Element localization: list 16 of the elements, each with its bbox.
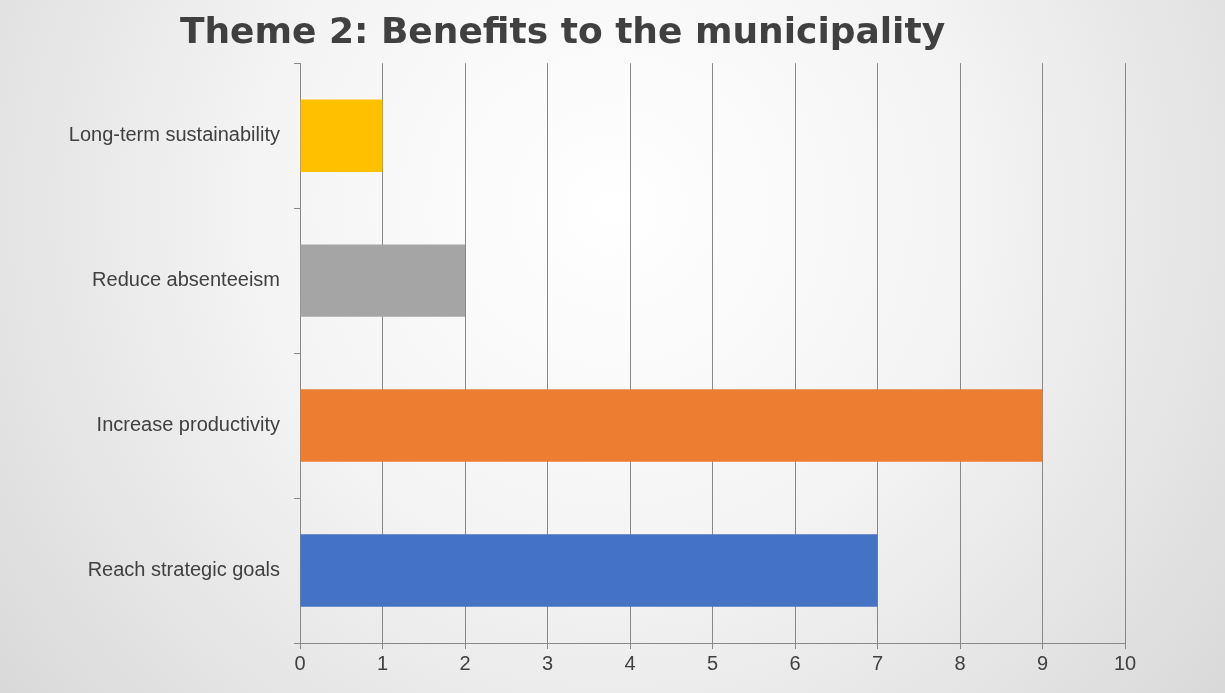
y-tick-label: Reach strategic goals [87,558,280,581]
x-tick-label: 8 [954,651,966,674]
x-tick-label: 7 [871,651,884,674]
y-tick-label: Reduce absenteeism [92,268,280,291]
x-tick-label: 6 [789,651,801,674]
chart-title: Theme 2: Benefits to the municipality [179,9,946,51]
x-tick-label: 0 [294,651,306,674]
x-tick-label: 2 [459,651,471,674]
x-tick-label: 3 [541,651,554,674]
y-tick-label: Increase productivity [96,413,280,436]
x-tick-label: 1 [376,651,389,674]
x-tick-label: 9 [1036,651,1049,674]
x-tick-label: 5 [706,651,719,674]
x-tick-label: 10 [1113,651,1137,674]
x-tick-label: 4 [624,651,636,674]
y-tick-label: Long-term sustainability [68,123,280,146]
